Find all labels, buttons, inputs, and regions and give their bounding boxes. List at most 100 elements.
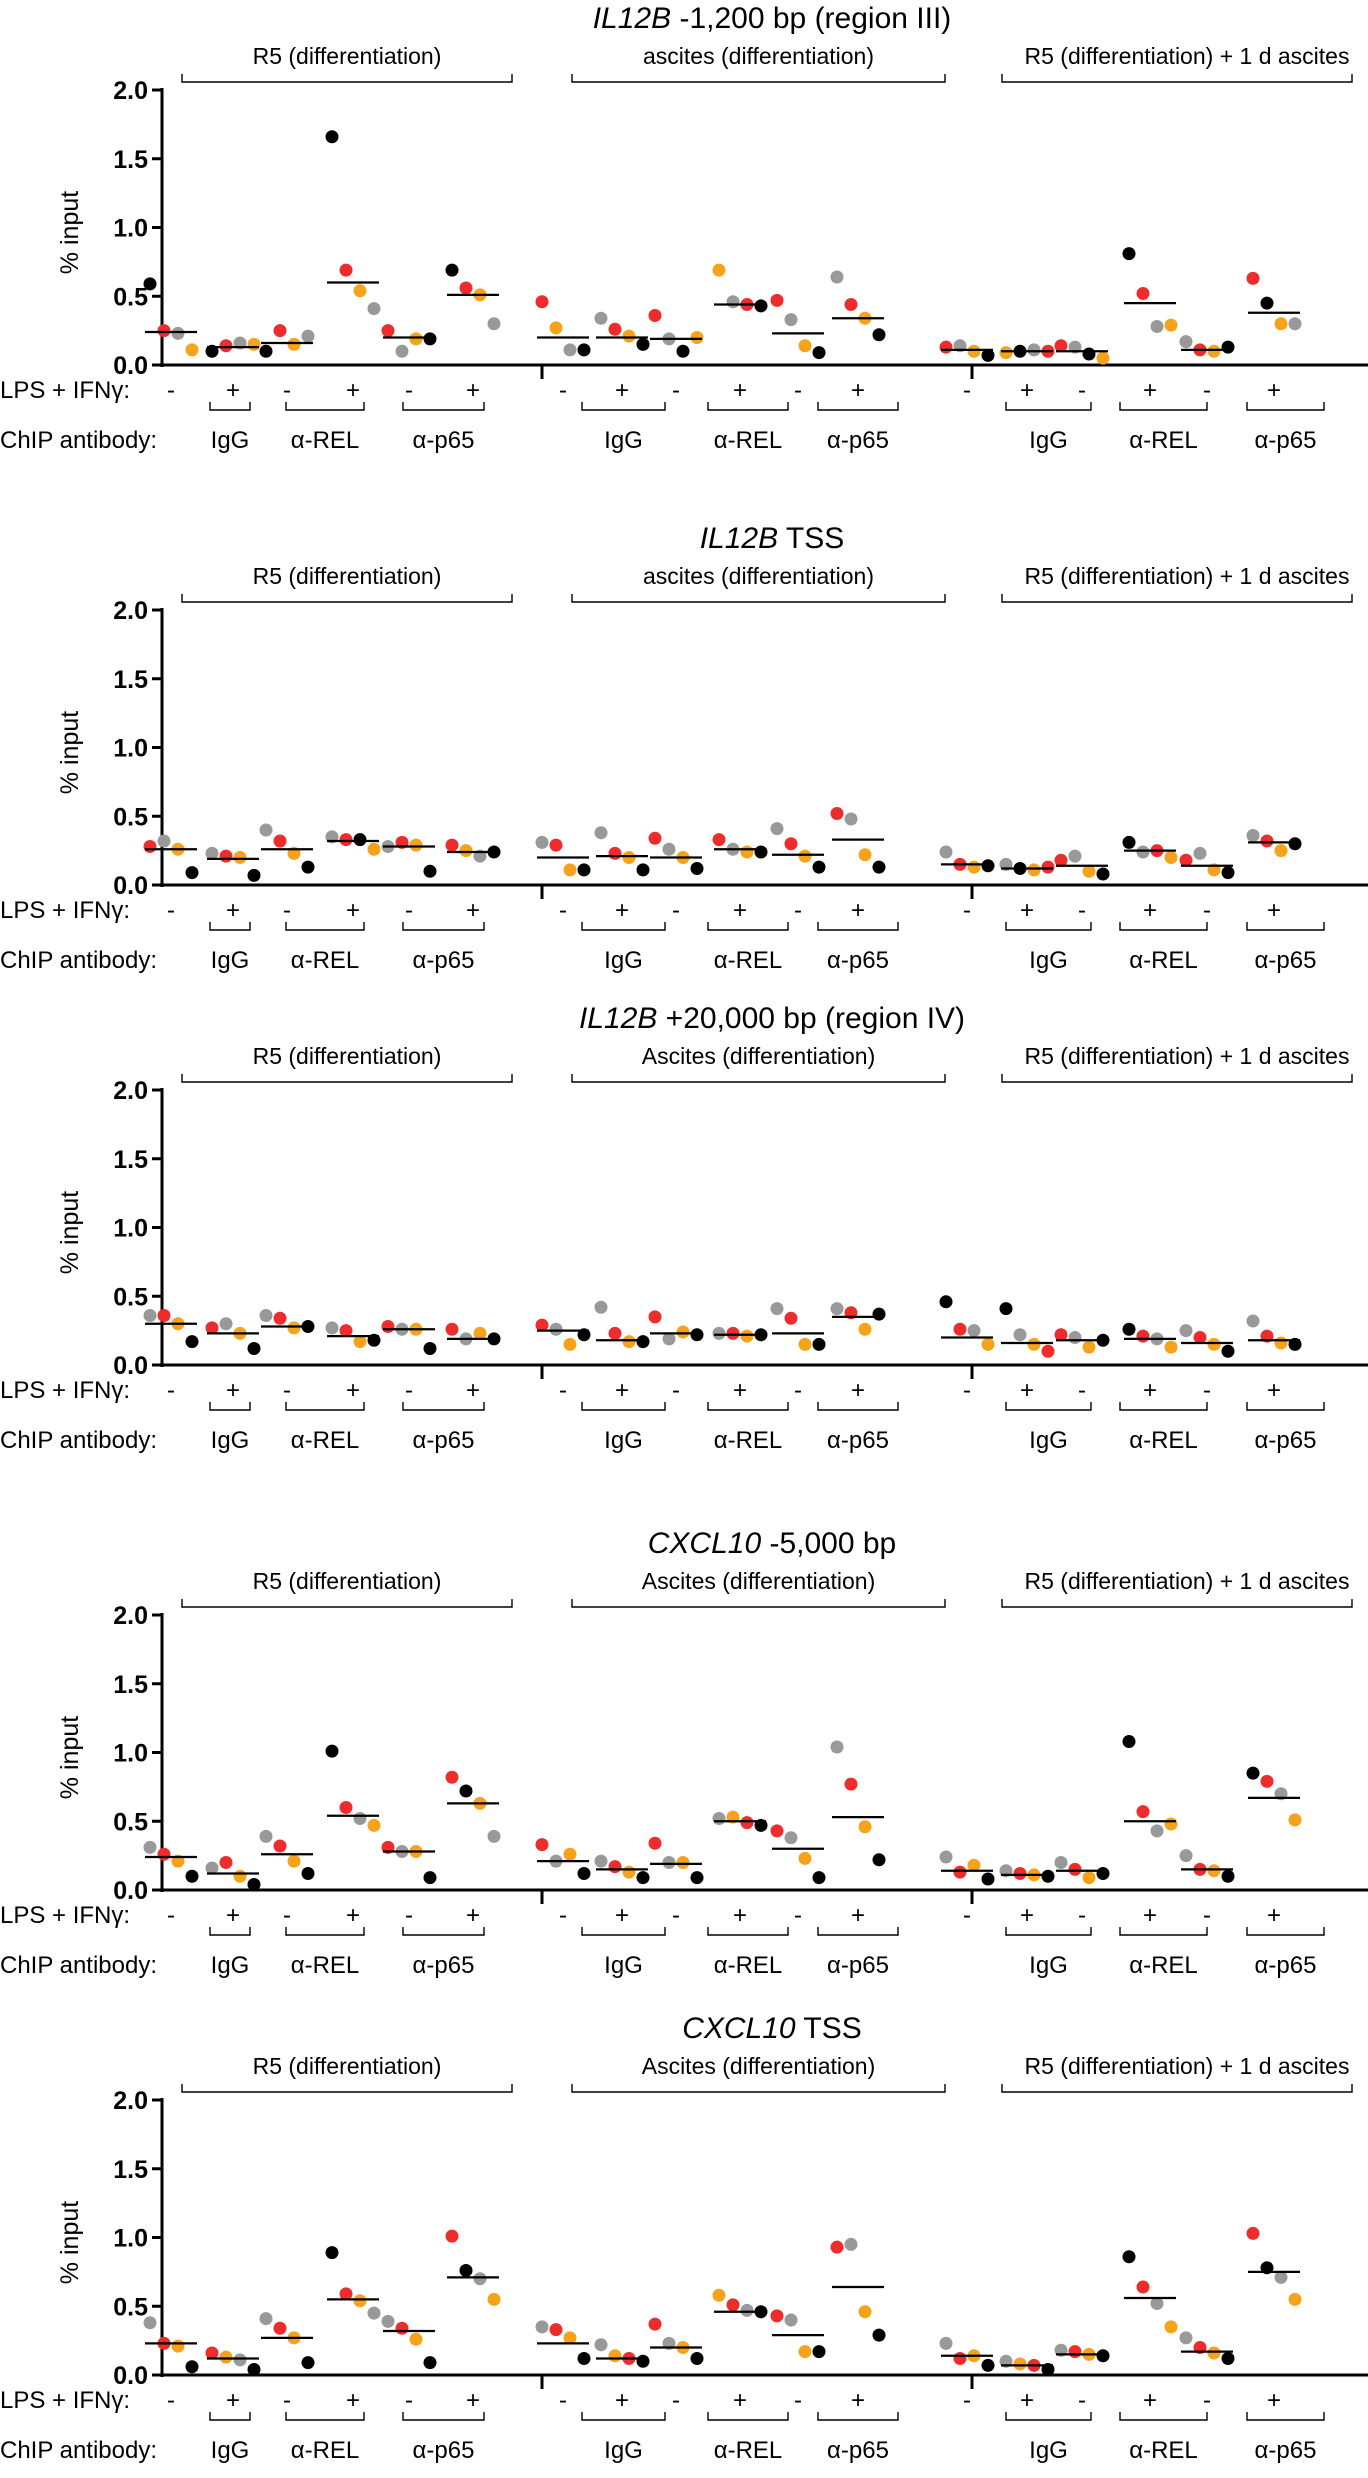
data-point-black [636, 1335, 650, 1349]
data-point-orange [287, 1854, 301, 1868]
data-point-red [205, 2346, 219, 2360]
minus-label: - [283, 1902, 291, 1929]
antibody-bracket [1119, 922, 1208, 931]
antibody-label: α-p65 [827, 427, 889, 454]
antibody-bracket [1246, 2412, 1325, 2421]
antibody-bracket [817, 1927, 899, 1936]
antibody-bracket [402, 2412, 485, 2421]
data-point-black [1041, 1869, 1055, 1883]
antibody-label: α-REL [714, 2437, 783, 2464]
data-point-red [844, 1777, 858, 1791]
antibody-label: α-p65 [827, 2437, 889, 2464]
antibody-bracket [817, 2412, 899, 2421]
plus-label: + [346, 2387, 360, 2414]
data-point-red [740, 1816, 754, 1830]
antibody-bracket [817, 1402, 899, 1411]
data-point-grey [487, 317, 501, 331]
data-point-grey [662, 842, 676, 856]
data-point-orange [1274, 1336, 1288, 1350]
minus-label: - [283, 897, 291, 924]
data-point-grey [259, 1309, 273, 1322]
group-bracket [571, 74, 946, 83]
data-point-black [577, 343, 591, 357]
data-point-orange [353, 2294, 367, 2308]
antibody-label: IgG [1029, 1952, 1068, 1979]
data-point-grey [1179, 2331, 1193, 2345]
panel-title-region: -5,000 bp [761, 1527, 896, 1560]
data-point-black [812, 860, 826, 874]
antibody-bracket [402, 922, 485, 931]
data-point-grey [784, 1831, 798, 1845]
data-point-black [636, 337, 650, 351]
data-point-red [1054, 339, 1068, 353]
antibody-bracket [707, 1402, 789, 1411]
data-point-red [273, 1311, 287, 1325]
data-point-black [301, 2356, 315, 2370]
data-point-orange [676, 1856, 690, 1869]
data-point-red [648, 2317, 662, 2331]
group-label: Ascites (differentiation) [642, 2053, 876, 2079]
plus-label: + [1267, 1902, 1281, 1929]
data-point-red [953, 1865, 967, 1879]
data-point-black [1122, 1735, 1136, 1748]
plus-label: + [1020, 2387, 1034, 2414]
data-point-orange [622, 1335, 636, 1349]
data-point-black [577, 1867, 591, 1880]
antibody-label: α-REL [1129, 427, 1198, 454]
data-point-black [999, 1302, 1013, 1316]
group-bracket [1001, 594, 1353, 603]
antibody-label: IgG [1029, 1427, 1068, 1454]
minus-label: - [794, 1377, 802, 1404]
data-point-grey [844, 2237, 858, 2251]
data-point-black [247, 2363, 261, 2376]
data-point-orange [1207, 2346, 1221, 2360]
antibody-label: α-REL [714, 1427, 783, 1454]
data-point-orange [563, 2331, 577, 2345]
minus-label: - [794, 1902, 802, 1929]
data-point-black [423, 332, 437, 346]
data-point-black [690, 1871, 704, 1885]
data-point-red [143, 840, 157, 853]
data-point-black [981, 2358, 995, 2372]
data-point-orange [608, 2349, 622, 2363]
plus-label: + [346, 1377, 360, 1404]
data-point-red [339, 833, 353, 847]
panel-E: CXCL10 TSS R5 (differentiation) Ascites (d… [0, 2012, 1368, 2464]
data-point-black [690, 1328, 704, 1342]
data-point-orange [740, 845, 754, 859]
data-point-orange [1288, 2292, 1302, 2306]
panel-title: IL12B +20,000 bp (region IV) [579, 1002, 965, 1035]
data-point-grey [1068, 1331, 1082, 1344]
antibody-label: IgG [211, 947, 250, 974]
treatment-row-label: LPS + IFNγ: [0, 897, 130, 924]
antibody-label: α-p65 [1255, 2437, 1317, 2464]
antibody-label: α-p65 [1255, 947, 1317, 974]
plus-label: + [226, 897, 240, 924]
plus-label: + [733, 1377, 747, 1404]
data-point-red [219, 1856, 233, 1869]
data-point-grey [712, 1812, 726, 1825]
data-point-black [459, 1784, 473, 1798]
data-point-grey [712, 1326, 726, 1340]
group-bracket [571, 2084, 946, 2093]
data-point-orange [622, 851, 636, 864]
plus-label: + [1143, 2387, 1157, 2414]
y-tick-label: 1.5 [113, 1671, 148, 1699]
data-point-orange [1027, 1337, 1041, 1351]
data-point-grey [1150, 1824, 1164, 1838]
data-point-grey [1246, 829, 1260, 842]
data-point-orange [247, 337, 261, 351]
y-tick-label: 0.0 [113, 872, 148, 900]
y-tick-label: 1.5 [113, 146, 148, 174]
y-tick-label: 0.5 [113, 1283, 148, 1311]
data-point-grey [259, 823, 273, 837]
treatment-row-label: LPS + IFNγ: [0, 377, 130, 404]
minus-label: - [672, 1377, 680, 1404]
minus-label: - [963, 377, 971, 404]
data-point-red [549, 838, 563, 852]
antibody-label: IgG [604, 1952, 643, 1979]
minus-label: - [559, 377, 567, 404]
antibody-bracket [1005, 2412, 1092, 2421]
antibody-bracket [707, 2412, 789, 2421]
